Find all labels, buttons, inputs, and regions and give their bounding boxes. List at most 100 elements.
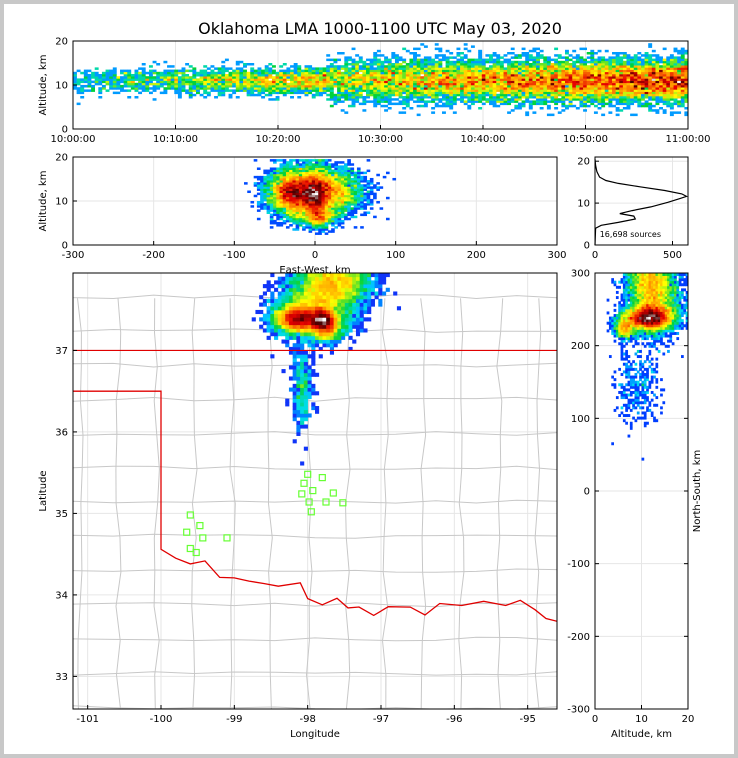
altitude-ns-cell-cell bbox=[613, 383, 617, 387]
ew-altitude-cell-cell bbox=[289, 215, 293, 219]
time-altitude-cell bbox=[644, 60, 649, 64]
county-line bbox=[77, 298, 84, 709]
time-altitude-cell bbox=[662, 93, 667, 97]
time-altitude-cell bbox=[579, 69, 584, 73]
time-altitude-cell bbox=[521, 60, 526, 64]
time-altitude-cell bbox=[380, 74, 385, 77]
time-altitude-cell bbox=[373, 67, 378, 70]
time-altitude-cell bbox=[525, 76, 530, 79]
time-altitude-cell bbox=[572, 96, 577, 99]
ew-altitude-cell-cell bbox=[292, 171, 297, 175]
time-altitude-cell bbox=[366, 80, 370, 84]
plan-view-cell bbox=[292, 394, 297, 400]
time-altitude-cell bbox=[221, 74, 226, 77]
ew-altitude-cell-cell bbox=[276, 209, 280, 212]
plan-view-cell bbox=[292, 321, 297, 326]
time-altitude-cell bbox=[449, 93, 454, 97]
time-altitude-cell bbox=[271, 69, 276, 73]
altitude-ns-cell-cell bbox=[625, 355, 628, 359]
time-altitude-cell bbox=[384, 60, 389, 64]
ew-altitude-cell-cell bbox=[321, 163, 326, 166]
altitude-ns-density bbox=[606, 273, 688, 461]
time-altitude-cell bbox=[521, 69, 526, 73]
time-altitude-cell bbox=[619, 85, 624, 88]
ew-altitude-cell-cell bbox=[356, 186, 361, 189]
time-altitude-cell bbox=[550, 96, 555, 99]
time-altitude-cell bbox=[185, 80, 190, 84]
ew-altitude-cell-cell bbox=[298, 217, 303, 221]
ew-altitude-cell-cell bbox=[289, 171, 293, 175]
time-altitude-cell bbox=[308, 85, 313, 88]
plan-view-cell bbox=[352, 280, 357, 285]
county-line bbox=[73, 465, 557, 471]
time-altitude-cell bbox=[347, 76, 352, 79]
time-altitude-cell bbox=[275, 82, 280, 86]
ew-altitude-cell-cell bbox=[334, 163, 338, 166]
ew-altitude-cell-cell bbox=[337, 205, 342, 208]
plan-view-cell bbox=[363, 287, 368, 292]
time-altitude-cell bbox=[391, 85, 396, 88]
plan-view-cell bbox=[311, 309, 316, 315]
time-altitude-cell bbox=[148, 74, 153, 77]
time-altitude-cell bbox=[510, 98, 515, 101]
time-altitude-cell bbox=[680, 87, 685, 90]
time-altitude-cell bbox=[626, 69, 631, 73]
time-altitude-cell bbox=[565, 78, 569, 81]
county-line bbox=[267, 298, 273, 709]
plan-view-cell bbox=[359, 328, 364, 333]
time-altitude-cell bbox=[626, 63, 631, 66]
time-altitude-cell bbox=[586, 65, 591, 68]
ew-altitude-cell-cell bbox=[318, 228, 322, 231]
altitude-ns-cell-cell bbox=[622, 362, 626, 366]
ew-altitude-cell-cell bbox=[344, 186, 348, 189]
time-altitude-cell bbox=[593, 85, 598, 88]
time-altitude-cell bbox=[590, 98, 595, 101]
time-altitude-cell bbox=[525, 93, 530, 97]
plan-view-cell bbox=[341, 291, 346, 296]
time-altitude-cell bbox=[492, 93, 497, 97]
plan-view-cell bbox=[270, 298, 275, 303]
plan-view-cell bbox=[311, 406, 316, 411]
time-altitude-cell bbox=[496, 87, 501, 90]
altitude-ns-cell-cell bbox=[646, 378, 649, 382]
ew-altitude-cell-cell bbox=[321, 209, 326, 212]
time-altitude-cell bbox=[123, 89, 128, 92]
time-altitude-cell bbox=[431, 96, 436, 99]
time-altitude-cell bbox=[543, 58, 548, 62]
ew-altitude-cell-cell bbox=[253, 175, 258, 179]
ew-altitude-cell-cell bbox=[298, 194, 303, 198]
plan-view-cell bbox=[285, 324, 290, 329]
time-altitude-cell bbox=[351, 80, 356, 84]
time-altitude-cell bbox=[311, 93, 316, 97]
time-altitude-cell bbox=[597, 69, 602, 73]
time-altitude-cell bbox=[612, 58, 616, 62]
time-altitude-cell bbox=[463, 71, 468, 75]
time-altitude-cell bbox=[387, 89, 392, 92]
time-altitude-cell bbox=[615, 113, 620, 117]
time-altitude-cell bbox=[579, 58, 584, 62]
time-altitude-cell bbox=[344, 71, 349, 75]
altitude-ns-cell-cell bbox=[636, 411, 640, 415]
altitude-ns-cell-cell bbox=[643, 424, 647, 428]
plan-view-cell bbox=[311, 372, 316, 377]
time-altitude-cell bbox=[489, 65, 493, 68]
time-altitude-cell bbox=[684, 91, 688, 95]
time-altitude-cell bbox=[673, 60, 678, 64]
ew-altitude-cell-cell bbox=[350, 180, 355, 183]
altitude-ns-cell-cell bbox=[613, 378, 617, 382]
time-altitude-cell bbox=[387, 69, 392, 73]
time-altitude-cell bbox=[677, 87, 682, 90]
time-altitude-cell bbox=[579, 91, 584, 95]
time-altitude-cell bbox=[384, 100, 389, 103]
county-line bbox=[496, 298, 504, 709]
altitude-ns-cell-cell bbox=[611, 375, 614, 379]
ew-altitude-cell-cell bbox=[353, 226, 358, 229]
time-altitude-cell bbox=[608, 85, 613, 88]
time-altitude-cell bbox=[297, 89, 302, 92]
time-altitude-cell bbox=[474, 96, 479, 99]
time-altitude-cell bbox=[601, 58, 606, 62]
ew-altitude-cell-cell bbox=[256, 205, 261, 208]
time-altitude-cell bbox=[337, 58, 342, 62]
time-altitude-cell bbox=[214, 71, 219, 75]
altitude-ns-cell-cell bbox=[632, 375, 635, 379]
